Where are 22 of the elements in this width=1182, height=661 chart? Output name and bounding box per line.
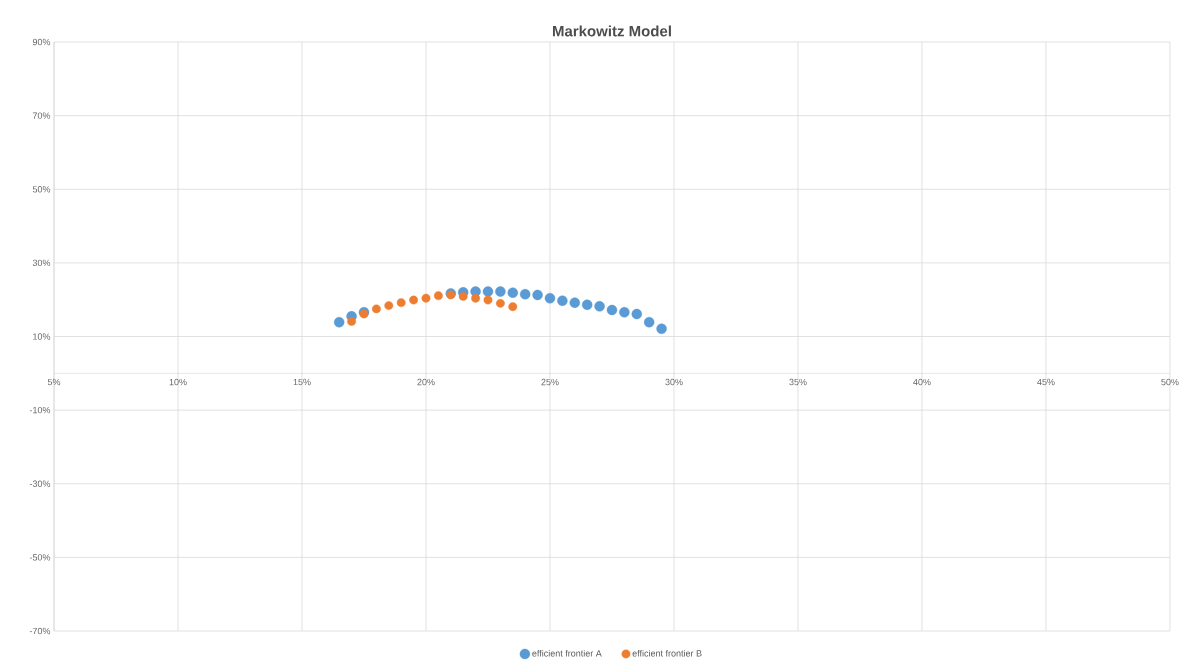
legend-label: efficient frontier B — [632, 649, 702, 657]
x-tick-label: 25% — [541, 378, 559, 386]
chart-title: Markowitz Model — [552, 25, 671, 37]
y-tick-label: -30% — [29, 480, 51, 487]
y-tick-label: 90% — [32, 38, 51, 46]
x-tick-label: 50% — [1161, 378, 1179, 386]
y-tick-label: -70% — [29, 627, 51, 635]
y-tick-label: 10% — [33, 333, 51, 340]
x-tick-label: 10% — [169, 378, 187, 386]
x-tick-label: 45% — [1037, 378, 1055, 386]
x-tick-label: 5% — [47, 378, 61, 386]
y-tick-label: -10% — [29, 406, 51, 414]
y-tick-label: 30% — [32, 259, 51, 267]
x-tick-label: 40% — [913, 378, 931, 386]
x-tick-label: 35% — [789, 378, 807, 386]
x-tick-label: 30% — [665, 378, 683, 386]
legend-label: efficient frontier A — [532, 649, 602, 657]
y-tick-label: 50% — [32, 186, 51, 193]
y-tick-label: 70% — [32, 112, 51, 119]
x-tick-label: 20% — [417, 378, 435, 386]
y-tick-label: -50% — [29, 554, 51, 561]
x-tick-label: 15% — [293, 378, 311, 386]
